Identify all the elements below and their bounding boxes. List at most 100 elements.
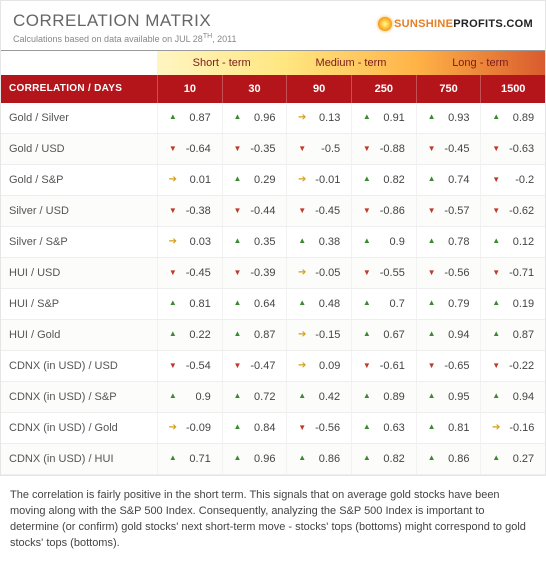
correlation-value: -0.45	[181, 267, 211, 279]
correlation-cell: -0.15	[286, 320, 351, 350]
arrow-down-icon	[169, 268, 177, 278]
correlation-cell: -0.71	[480, 258, 545, 288]
row-label: Gold / Silver	[1, 103, 157, 133]
correlation-value: 0.93	[439, 112, 469, 124]
correlation-cell: -0.64	[157, 134, 222, 164]
term-header: Short - term	[157, 51, 286, 75]
correlation-matrix-card: CORRELATION MATRIX Calculations based on…	[0, 0, 546, 476]
correlation-value: 0.86	[439, 453, 469, 465]
correlation-value: 0.84	[245, 422, 275, 434]
arrow-up-icon	[492, 236, 500, 246]
correlation-cell: -0.61	[351, 351, 416, 381]
arrow-up-icon	[363, 391, 371, 401]
arrow-down-icon	[492, 175, 500, 185]
arrow-down-icon	[234, 144, 242, 154]
correlation-cell: 0.22	[157, 320, 222, 350]
arrow-down-icon	[234, 361, 242, 371]
correlation-value: -0.16	[504, 422, 534, 434]
arrow-up-icon	[428, 298, 436, 308]
days-header-cell: 250	[351, 75, 416, 103]
days-header-cell: 750	[416, 75, 481, 103]
correlation-cell: -0.45	[157, 258, 222, 288]
correlation-cell: -0.35	[222, 134, 287, 164]
table-row: CDNX (in USD) / USD-0.54-0.470.09-0.61-0…	[1, 351, 545, 382]
arrow-up-icon	[428, 422, 436, 432]
correlation-cell: 0.38	[286, 227, 351, 257]
correlation-value: 0.94	[504, 391, 534, 403]
correlation-value: -0.57	[439, 205, 469, 217]
correlation-value: -0.22	[504, 360, 534, 372]
correlation-value: 0.81	[439, 422, 469, 434]
correlation-cell: 0.01	[157, 165, 222, 195]
correlation-value: -0.35	[245, 143, 275, 155]
arrow-up-icon	[428, 174, 436, 184]
arrow-up-icon	[492, 453, 500, 463]
correlation-value: -0.45	[439, 143, 469, 155]
arrow-up-icon	[492, 112, 500, 122]
correlation-value: 0.71	[181, 453, 211, 465]
correlation-value: 0.87	[181, 112, 211, 124]
correlation-cell: 0.86	[286, 444, 351, 474]
arrow-down-icon	[363, 144, 371, 154]
correlation-value: -0.47	[245, 360, 275, 372]
correlation-value: -0.55	[375, 267, 405, 279]
correlation-cell: 0.82	[351, 165, 416, 195]
correlation-cell: 0.13	[286, 103, 351, 133]
correlation-value: 0.38	[310, 236, 340, 248]
date-year: , 2011	[212, 34, 236, 44]
term-header: Long - term	[416, 51, 545, 75]
correlation-cell: 0.94	[480, 382, 545, 412]
logo-profits: PROFITS	[453, 18, 503, 30]
correlation-cell: 0.91	[351, 103, 416, 133]
arrow-up-icon	[428, 112, 436, 122]
arrow-up-icon	[492, 329, 500, 339]
arrow-flat-icon	[298, 268, 306, 278]
correlation-cell: -0.45	[286, 196, 351, 226]
correlation-cell: 0.81	[416, 413, 481, 443]
correlation-value: -0.05	[310, 267, 340, 279]
table-row: Silver / S&P0.030.350.380.90.780.12	[1, 227, 545, 258]
correlation-value: -0.61	[375, 360, 405, 372]
days-header-cell: 90	[286, 75, 351, 103]
term-spacer	[1, 51, 157, 75]
row-label: CDNX (in USD) / Gold	[1, 413, 157, 443]
correlation-cell: -0.39	[222, 258, 287, 288]
term-cells: Short - termMedium - termLong - term	[157, 51, 545, 75]
correlation-value: 0.79	[439, 298, 469, 310]
row-label: Gold / USD	[1, 134, 157, 164]
table-row: Gold / Silver0.870.960.130.910.930.89	[1, 103, 545, 134]
arrow-up-icon	[298, 453, 306, 463]
caption-text: The correlation is fairly positive in th…	[0, 476, 546, 566]
correlation-cell: 0.94	[416, 320, 481, 350]
arrow-down-icon	[492, 361, 500, 371]
correlation-value: 0.72	[245, 391, 275, 403]
arrow-flat-icon	[169, 423, 177, 433]
table-row: Silver / USD-0.38-0.44-0.45-0.86-0.57-0.…	[1, 196, 545, 227]
header: CORRELATION MATRIX Calculations based on…	[1, 1, 545, 51]
correlation-cell: 0.96	[222, 103, 287, 133]
correlation-cell: -0.54	[157, 351, 222, 381]
arrow-down-icon	[363, 268, 371, 278]
arrow-down-icon	[298, 144, 306, 154]
arrow-up-icon	[169, 112, 177, 122]
arrow-down-icon	[169, 206, 177, 216]
correlation-cell: -0.62	[480, 196, 545, 226]
correlation-cell: 0.87	[480, 320, 545, 350]
arrow-flat-icon	[169, 175, 177, 185]
correlation-value: 0.96	[245, 112, 275, 124]
correlation-cell: 0.87	[157, 103, 222, 133]
date-main: JUL 28	[175, 34, 203, 44]
correlation-cell: 0.67	[351, 320, 416, 350]
correlation-value: 0.9	[181, 391, 211, 403]
arrow-down-icon	[428, 361, 436, 371]
correlation-value: -0.64	[181, 143, 211, 155]
correlation-cell: 0.63	[351, 413, 416, 443]
arrow-up-icon	[363, 174, 371, 184]
correlation-value: -0.38	[181, 205, 211, 217]
correlation-value: 0.09	[310, 360, 340, 372]
correlation-cell: -0.16	[480, 413, 545, 443]
correlation-cell: -0.38	[157, 196, 222, 226]
correlation-value: 0.94	[439, 329, 469, 341]
correlation-value: 0.19	[504, 298, 534, 310]
arrow-up-icon	[492, 391, 500, 401]
